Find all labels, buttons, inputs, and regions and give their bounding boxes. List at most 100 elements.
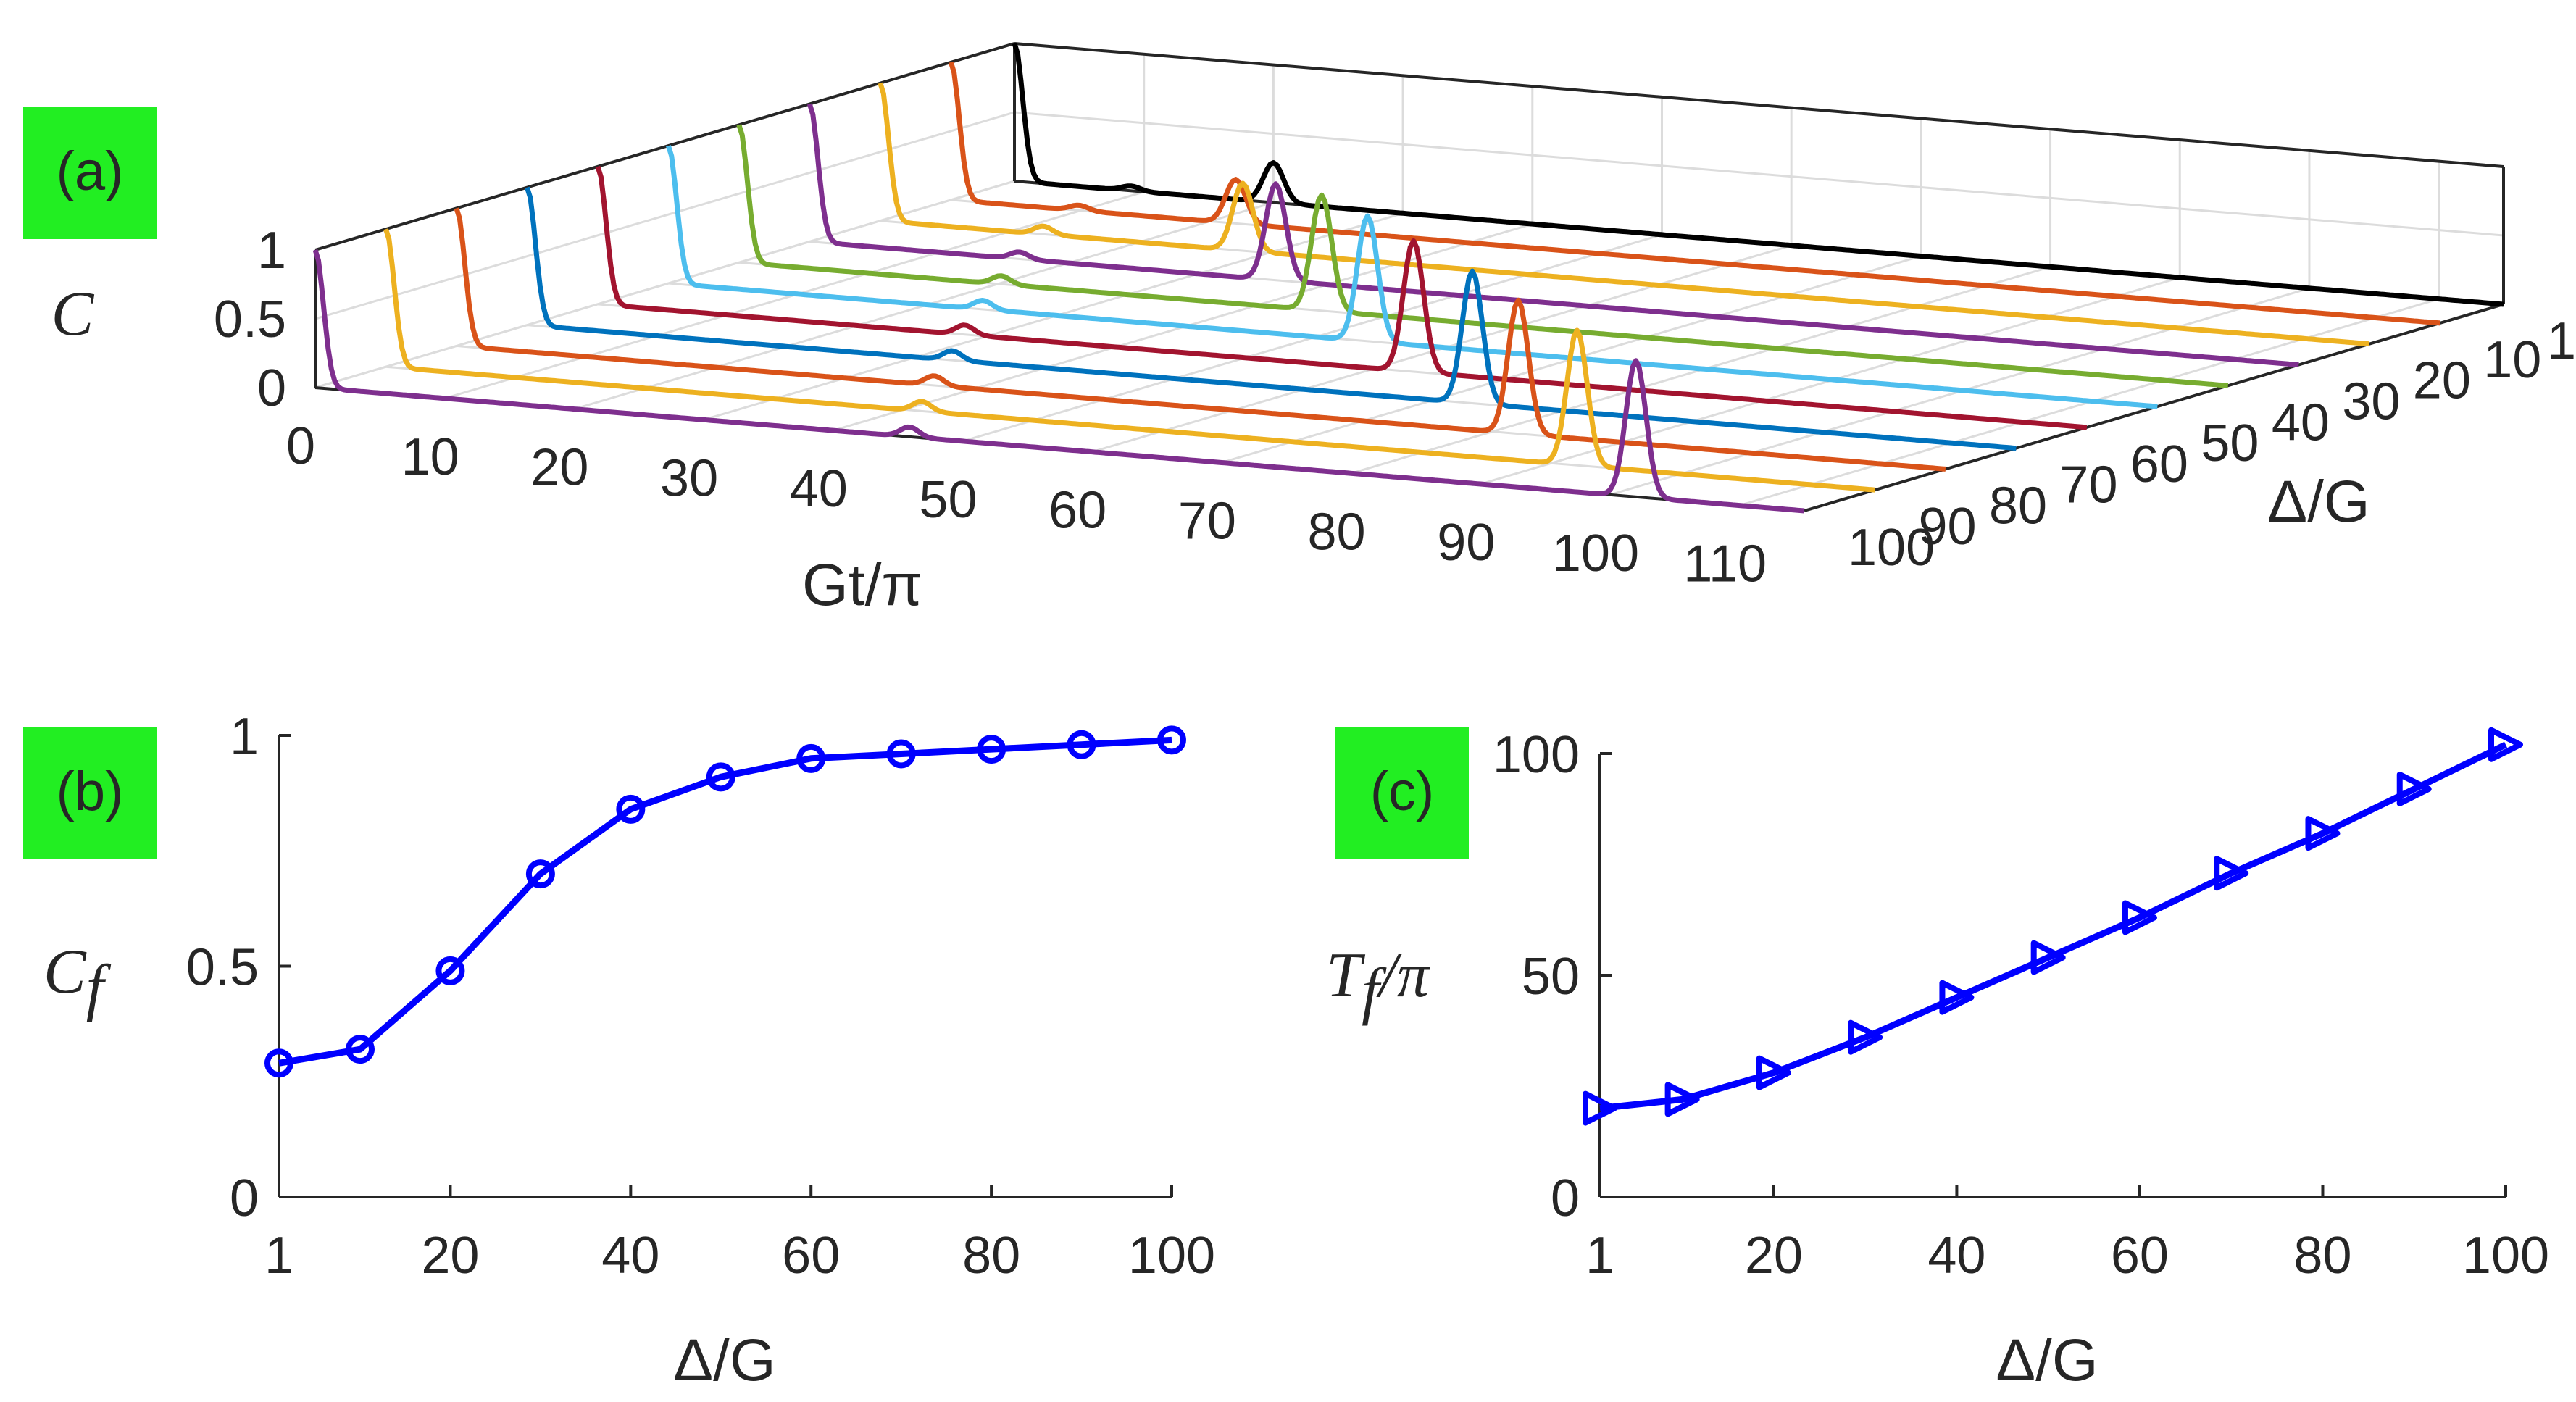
panel-b-x-axis-label: Δ/G — [673, 1327, 775, 1393]
panel-a-series-delta-90 — [383, 228, 1875, 493]
panel-a-y-tick-label: 1 — [2547, 312, 2576, 370]
panel-c-data-point — [2396, 771, 2432, 806]
panel-a-x-tick-label: 70 — [1178, 492, 1236, 550]
panel-b-x-ticks: 1 20 40 60 80 100 — [264, 1185, 1215, 1285]
panel-a-y-tick-label: 30 — [2342, 372, 2400, 430]
panel-b-data-point — [525, 859, 555, 889]
panel-a-series-delta-70 — [525, 186, 2017, 451]
panel-a-x-tick-label: 50 — [919, 471, 977, 529]
panel-c-tag-background — [1335, 727, 1469, 859]
panel-a-x-tick-label: 10 — [401, 428, 459, 486]
panel-c-x-tick-label: 40 — [1927, 1227, 1985, 1285]
panel-c-data-point — [2305, 816, 2341, 851]
panel-a-series-delta-10 — [948, 61, 2440, 326]
panel-a-x-tick-label: 40 — [790, 460, 848, 518]
panel-a-x-tick-label: 60 — [1049, 482, 1106, 540]
panel-b-x-tick-label: 40 — [601, 1227, 659, 1285]
panel-a-series-delta-50 — [666, 145, 2158, 409]
panel-a-z-axis-label: C — [51, 279, 95, 349]
panel-b-tag: (b) — [57, 761, 124, 822]
panel-c-y-ticks: 0 50 100 — [1493, 726, 1612, 1227]
panel-b-data-point — [1067, 730, 1096, 759]
panel-c-x-tick-label: 80 — [2293, 1227, 2351, 1285]
panel-a-y-axis-label: Δ/G — [2267, 469, 2369, 535]
panel-c-x-ticks: 1 20 40 60 80 100 — [1585, 1185, 2549, 1285]
panel-c-axes — [1598, 754, 2506, 1198]
panel-b-data-point — [346, 1035, 375, 1064]
panel-b-data-point — [616, 794, 646, 824]
panel-a-side-grid-line — [314, 111, 1015, 320]
panel-b: 1 20 40 60 80 100 00.51 Δ/G Cf (b) — [23, 708, 1215, 1393]
panel-a-z-tick-label: 0 — [257, 359, 286, 417]
panel-c-data-point — [2214, 856, 2249, 891]
panel-c-data-point — [1939, 980, 1975, 1015]
panel-c-y-tick-label: 100 — [1493, 726, 1580, 784]
panel-a-y-tick-label: 40 — [2272, 393, 2330, 451]
panel-b-x-tick-label: 80 — [962, 1227, 1020, 1285]
panel-a-tag-background — [23, 107, 157, 239]
panel-a-x-tick-label: 110 — [1683, 535, 1767, 593]
panel-b-data-point — [1157, 725, 1186, 755]
panel-c-y-tick-label: 50 — [1522, 948, 1580, 1006]
panel-a-series-delta-60 — [595, 165, 2088, 430]
panel-c-y-axis-label-suffix: /π — [1375, 940, 1430, 1011]
panel-a-y-tick-label: 60 — [2130, 435, 2188, 493]
panel-a-tag: (a) — [57, 141, 124, 202]
panel-a-series-delta-100 — [312, 249, 1805, 514]
panel-c-data-point — [1848, 1019, 1883, 1055]
panel-a-y-tick-label: 90 — [1918, 498, 1976, 556]
panel-a-x-tick-label: 30 — [660, 449, 718, 507]
panel-c-data-point — [2030, 940, 2066, 975]
panel-a-y-tick-label: 20 — [2413, 352, 2471, 410]
panel-b-x-tick-label: 20 — [421, 1227, 479, 1285]
panel-b-tag-background — [23, 727, 157, 859]
panel-a-series-delta-20 — [878, 82, 2370, 347]
panel-b-data-point — [796, 743, 826, 773]
panel-a-x-tick-label: 90 — [1437, 514, 1495, 572]
panel-c-y-axis-label-main: T — [1326, 940, 1366, 1011]
panel-a-box-edge — [314, 42, 1015, 251]
panel-a-series-delta-30 — [806, 103, 2299, 367]
panel-c-tag: (c) — [1370, 761, 1435, 822]
panel-c-x-tick-label: 100 — [2462, 1227, 2549, 1285]
panel-c-y-tick-label: 0 — [1551, 1169, 1580, 1227]
panel-a-x-tick-label: 20 — [530, 439, 588, 497]
panel-c: 1 20 40 60 80 100 0 50 100 Δ/G Tf/π (c) — [1326, 726, 2549, 1393]
panel-c-series-line — [1599, 741, 2507, 1112]
panel-c-x-axis-label: Δ/G — [1996, 1327, 2098, 1393]
panel-a-y-tick-label: 70 — [2059, 456, 2117, 514]
panel-b-y-tick-label: 0.5 — [186, 939, 259, 997]
panel-a-x-axis-label: Gt/π — [802, 552, 922, 618]
panel-b-data-point — [264, 1048, 293, 1078]
panel-a: 0 10 20 30 40 50 60 70 80 90 100 110 11020304050607… — [23, 42, 2576, 618]
panel-a-y-tick-label: 10 — [2483, 331, 2541, 389]
panel-c-x-tick-label: 1 — [1585, 1227, 1614, 1285]
panel-a-z-tick-label: 0.5 — [214, 291, 286, 349]
panel-a-box-edge — [1014, 42, 2504, 168]
panel-c-data-point — [1664, 1082, 1700, 1117]
panel-a-x-ticks: 0 10 20 30 40 50 60 70 80 90 100 110 — [286, 417, 1767, 593]
panel-c-data-point — [1583, 1090, 1617, 1126]
panel-a-x-tick-label: 80 — [1308, 503, 1366, 561]
panel-a-series-delta-1 — [1012, 42, 2504, 307]
panel-a-series — [312, 42, 2504, 514]
panel-a-z-tick-label: 1 — [257, 222, 286, 280]
panel-a-y-tick-label: 100 — [1848, 519, 1935, 577]
panel-a-back-grid-line — [1014, 111, 2504, 237]
panel-a-x-tick-label: 100 — [1552, 525, 1639, 583]
panel-c-markers — [1583, 727, 2523, 1126]
panel-c-x-tick-label: 60 — [2111, 1227, 2169, 1285]
panel-a-series-delta-80 — [454, 207, 1946, 472]
panel-b-data-point — [886, 739, 916, 769]
panel-c-data-point — [2122, 900, 2157, 935]
panel-b-axes — [278, 735, 1172, 1198]
panel-b-x-tick-label: 100 — [1128, 1227, 1215, 1285]
panel-b-y-tick-label: 0 — [230, 1169, 259, 1227]
panel-b-y-axis-label-subscript: f — [86, 953, 112, 1023]
panel-a-y-tick-label: 50 — [2201, 414, 2259, 472]
panel-b-y-ticks: 00.51 — [186, 708, 291, 1227]
panel-b-x-tick-label: 1 — [264, 1227, 293, 1285]
panel-b-data-point — [977, 735, 1006, 764]
